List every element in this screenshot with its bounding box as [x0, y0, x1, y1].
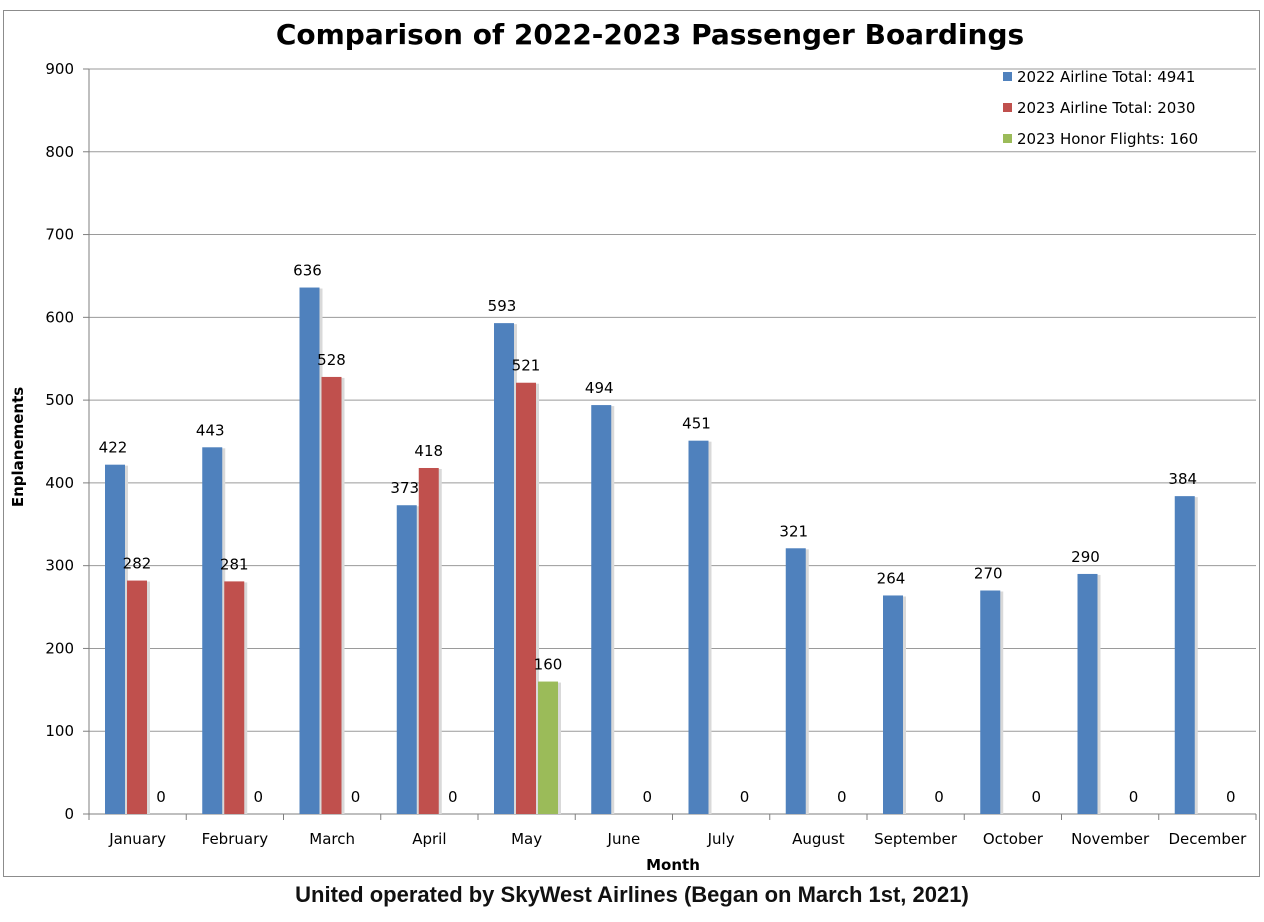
data-label: 384 [1168, 470, 1197, 488]
chart: Comparison of 2022-2023 Passenger Boardi… [9, 18, 1257, 874]
data-label: 282 [123, 555, 152, 573]
x-tick-label: August [792, 830, 845, 848]
y-axis-label: Enplanements [9, 387, 27, 507]
bar [591, 405, 612, 814]
data-label: 0 [837, 788, 847, 806]
legend-label: 2023 Airline Total: 2030 [1017, 99, 1195, 117]
y-tick-label: 600 [45, 308, 74, 326]
data-label: 264 [877, 569, 906, 587]
chart-title: Comparison of 2022-2023 Passenger Boardi… [276, 18, 1024, 51]
y-tick-label: 500 [45, 391, 74, 409]
data-label: 593 [488, 297, 517, 315]
data-label: 0 [253, 788, 263, 806]
x-tick-label: December [1168, 830, 1247, 848]
x-tick-label: May [511, 830, 542, 848]
data-label: 0 [1129, 788, 1139, 806]
legend: 2022 Airline Total: 4941 2023 Airline Tot… [1003, 68, 1198, 148]
x-tick-label: November [1071, 830, 1150, 848]
data-label: 0 [1226, 788, 1236, 806]
data-label: 0 [448, 788, 458, 806]
bar [105, 464, 125, 814]
data-label: 0 [642, 788, 652, 806]
bar [883, 595, 903, 814]
bar [202, 447, 223, 814]
bar [1174, 496, 1195, 814]
data-label: 451 [682, 415, 711, 433]
data-label: 418 [414, 442, 443, 460]
x-tick-label: September [874, 830, 958, 848]
y-tick-label: 300 [45, 557, 74, 575]
bar [299, 287, 320, 814]
x-axis-label: Month [646, 856, 700, 874]
legend-label: 2023 Honor Flights: 160 [1017, 130, 1198, 148]
bar [494, 323, 514, 814]
x-tick-label: July [707, 830, 735, 848]
data-label: 636 [293, 262, 322, 280]
y-tick-label: 200 [45, 639, 74, 657]
data-label: 0 [156, 788, 166, 806]
bar [516, 382, 536, 814]
bar [127, 580, 147, 814]
x-tick-label: June [607, 830, 641, 848]
x-tick-label: January [108, 830, 166, 848]
legend-swatch [1003, 72, 1012, 81]
data-label: 521 [512, 357, 541, 375]
x-tick-label: April [412, 830, 446, 848]
y-tick-label: 100 [45, 722, 74, 740]
data-label: 270 [974, 565, 1003, 583]
bar [224, 581, 245, 814]
x-tick-label: October [983, 830, 1044, 848]
bar [785, 548, 806, 814]
y-tick-label: 800 [45, 143, 74, 161]
bar [418, 467, 439, 814]
y-tick-label: 0 [64, 805, 74, 823]
data-label: 160 [534, 656, 563, 674]
x-tick-label: March [309, 830, 355, 848]
bar [980, 590, 1001, 814]
legend-swatch [1003, 134, 1012, 143]
data-label: 290 [1071, 548, 1100, 566]
bar [396, 505, 417, 814]
data-label: 321 [779, 522, 808, 540]
bar [321, 376, 342, 814]
data-label: 528 [317, 351, 346, 369]
data-label: 281 [220, 555, 249, 573]
data-label: 443 [196, 421, 225, 439]
legend-label: 2022 Airline Total: 4941 [1017, 68, 1195, 86]
x-tick-label: February [202, 830, 269, 848]
chart-frame [3, 10, 1260, 877]
legend-swatch [1003, 103, 1012, 112]
bar [688, 440, 709, 814]
chart-caption: United operated by SkyWest Airlines (Beg… [295, 882, 969, 907]
y-tick-label: 400 [45, 474, 74, 492]
bar [538, 681, 558, 814]
data-label: 0 [740, 788, 750, 806]
data-label: 0 [351, 788, 361, 806]
data-label: 494 [585, 379, 614, 397]
bar [1077, 573, 1098, 814]
y-tick-label: 900 [45, 60, 74, 78]
data-label: 422 [99, 439, 128, 457]
y-tick-label: 700 [45, 226, 74, 244]
data-label: 373 [390, 479, 419, 497]
data-label: 0 [934, 788, 944, 806]
data-label: 0 [1031, 788, 1041, 806]
